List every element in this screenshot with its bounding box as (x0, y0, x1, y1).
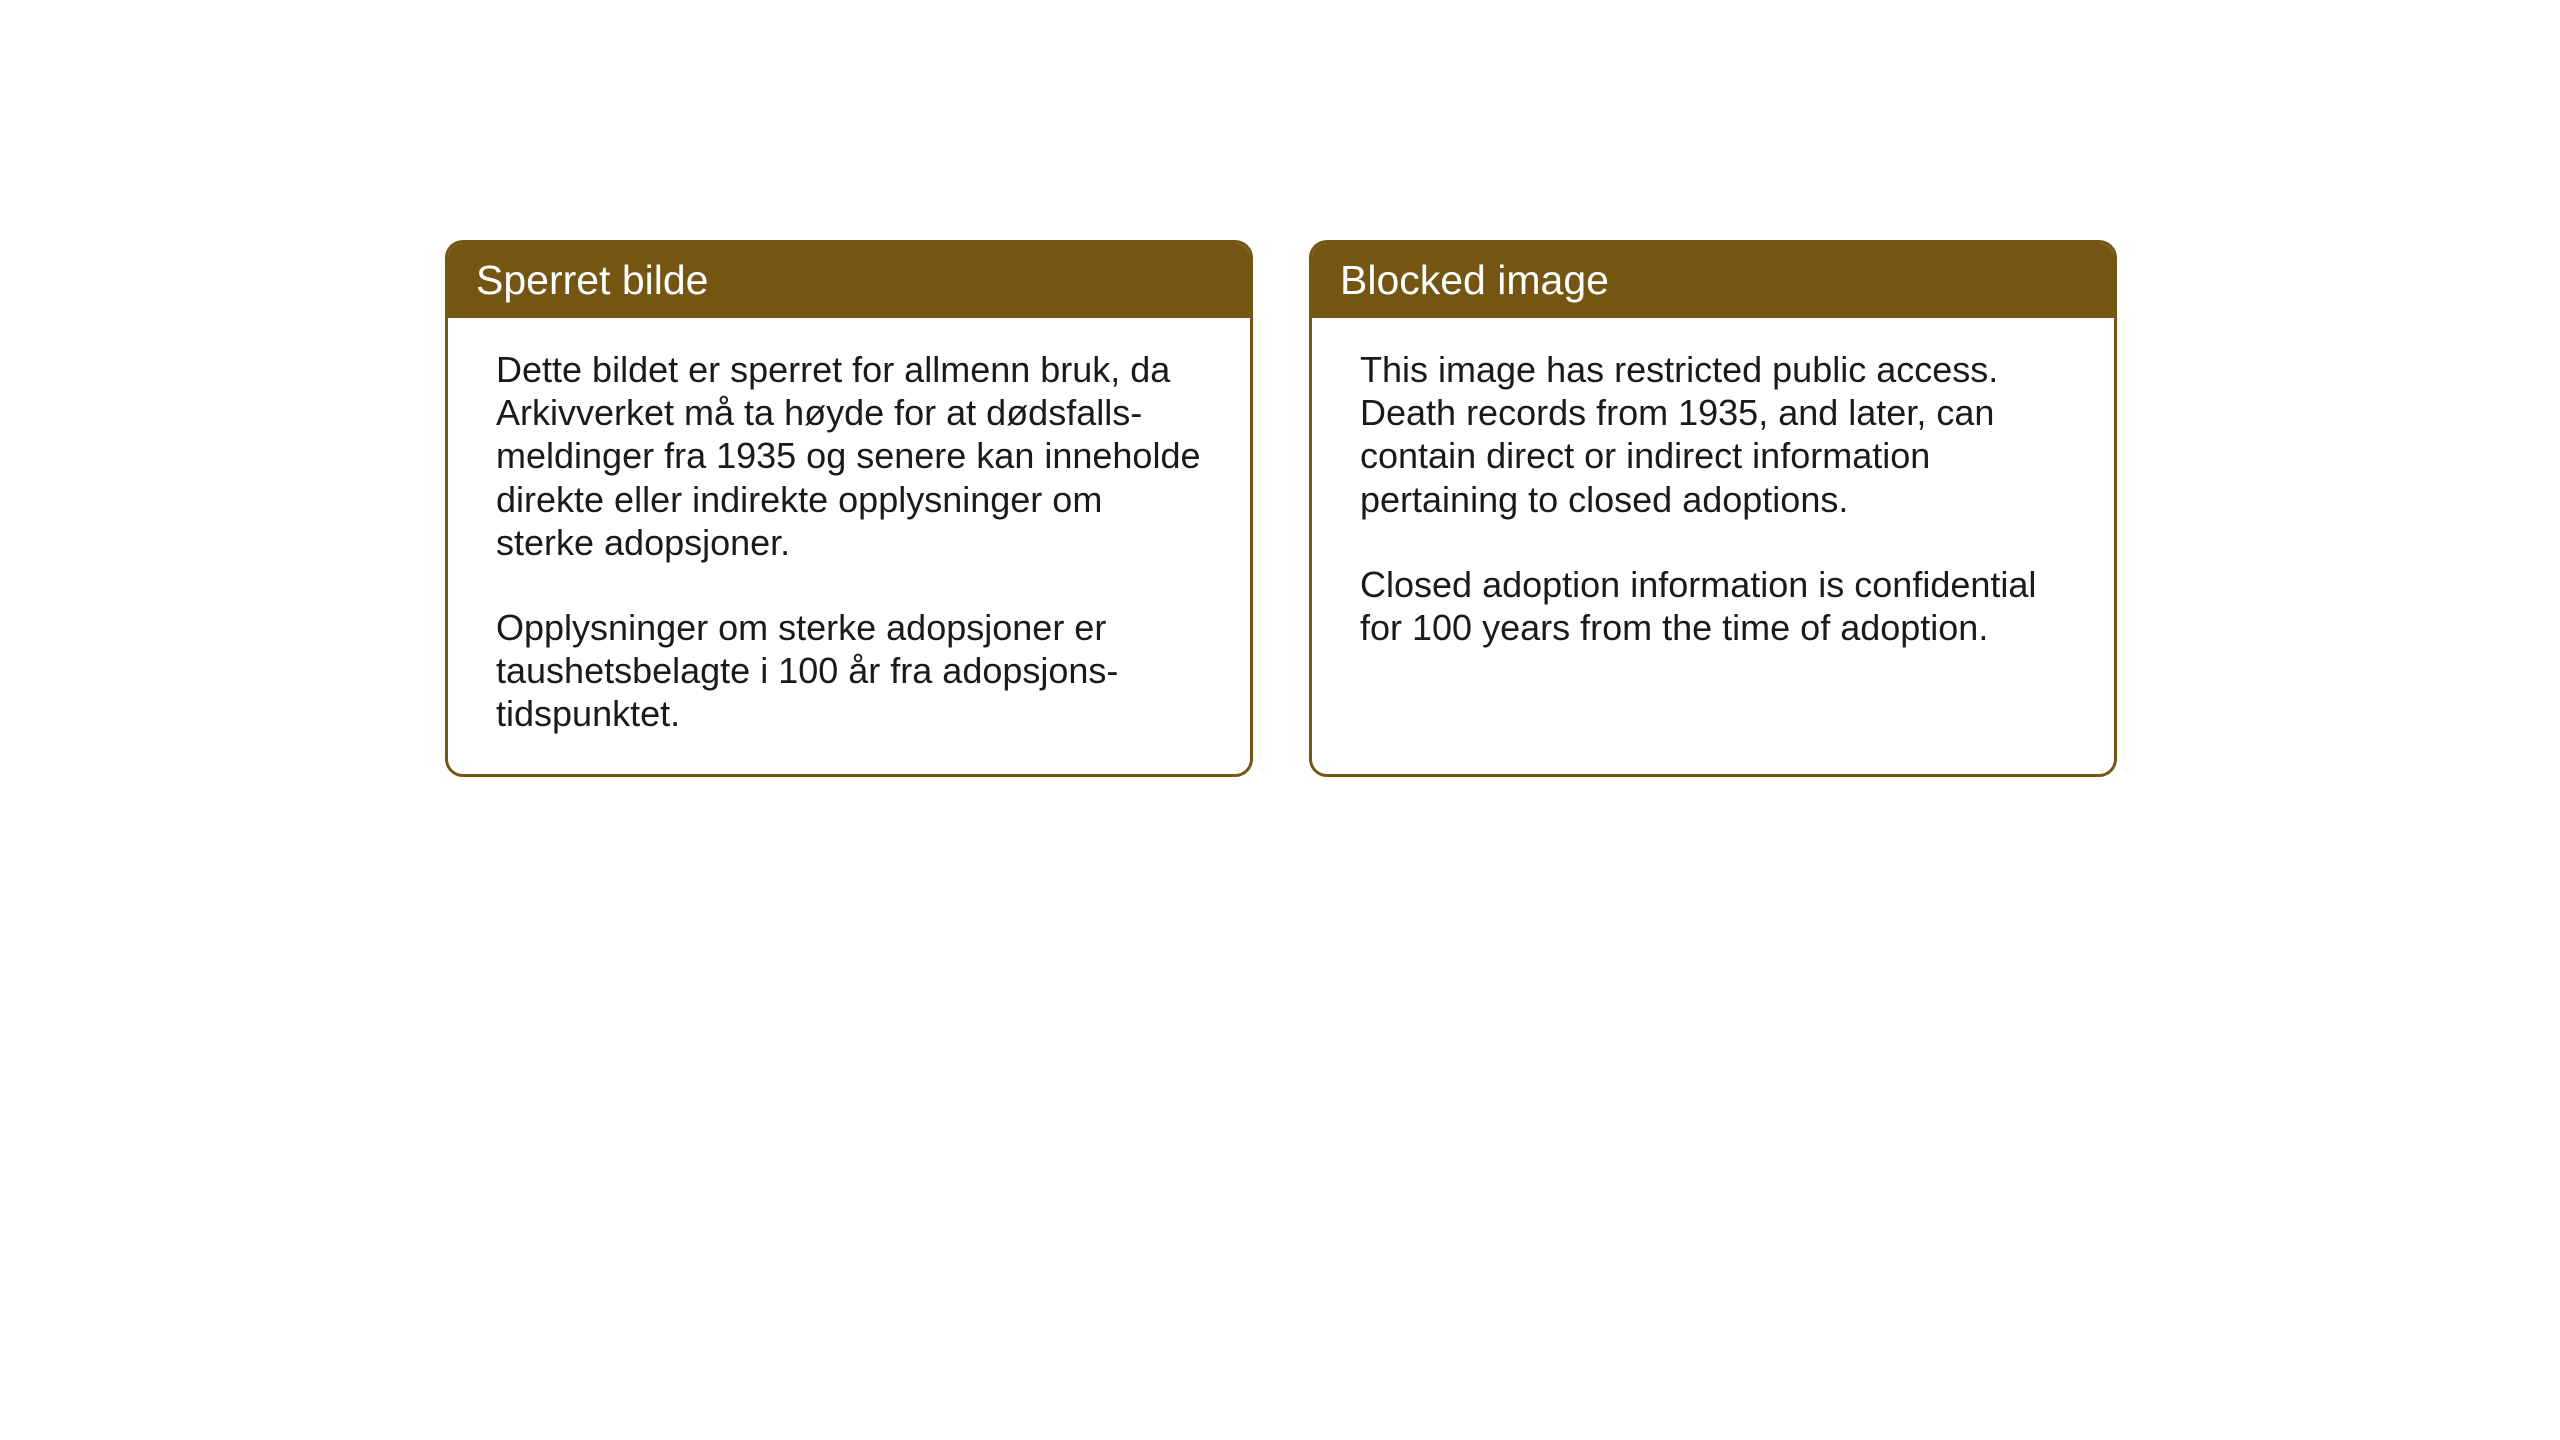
card-english-paragraph-2: Closed adoption information is confident… (1360, 563, 2066, 649)
card-norwegian-header: Sperret bilde (448, 243, 1250, 318)
card-norwegian-body: Dette bildet er sperret for allmenn bruk… (448, 318, 1250, 774)
card-english-body: This image has restricted public access.… (1312, 318, 2114, 687)
card-norwegian: Sperret bilde Dette bildet er sperret fo… (445, 240, 1253, 777)
card-english: Blocked image This image has restricted … (1309, 240, 2117, 777)
card-norwegian-paragraph-1: Dette bildet er sperret for allmenn bruk… (496, 348, 1202, 564)
card-english-paragraph-1: This image has restricted public access.… (1360, 348, 2066, 521)
card-norwegian-paragraph-2: Opplysninger om sterke adopsjoner er tau… (496, 606, 1202, 736)
cards-container: Sperret bilde Dette bildet er sperret fo… (445, 240, 2117, 777)
card-english-header: Blocked image (1312, 243, 2114, 318)
